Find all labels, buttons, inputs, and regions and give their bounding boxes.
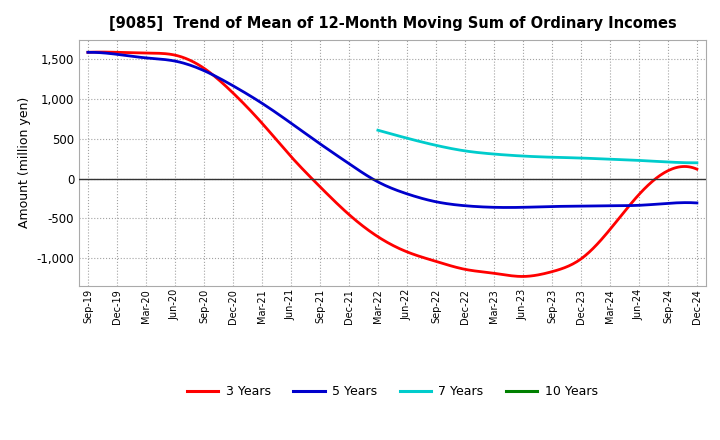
Y-axis label: Amount (million yen): Amount (million yen) — [18, 97, 31, 228]
Legend: 3 Years, 5 Years, 7 Years, 10 Years: 3 Years, 5 Years, 7 Years, 10 Years — [182, 380, 603, 403]
Title: [9085]  Trend of Mean of 12-Month Moving Sum of Ordinary Incomes: [9085] Trend of Mean of 12-Month Moving … — [109, 16, 676, 32]
